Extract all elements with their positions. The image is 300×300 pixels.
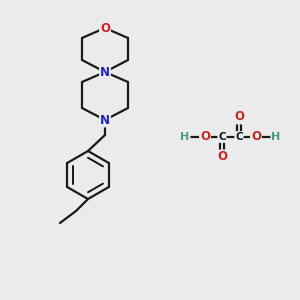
Text: O: O — [100, 22, 110, 34]
Text: H: H — [272, 132, 280, 142]
Text: O: O — [217, 151, 227, 164]
Text: C: C — [235, 132, 243, 142]
Text: O: O — [251, 130, 261, 143]
Text: O: O — [234, 110, 244, 124]
Text: C: C — [218, 132, 226, 142]
Text: H: H — [180, 132, 190, 142]
Text: N: N — [100, 113, 110, 127]
Text: N: N — [100, 65, 110, 79]
Text: O: O — [200, 130, 210, 143]
